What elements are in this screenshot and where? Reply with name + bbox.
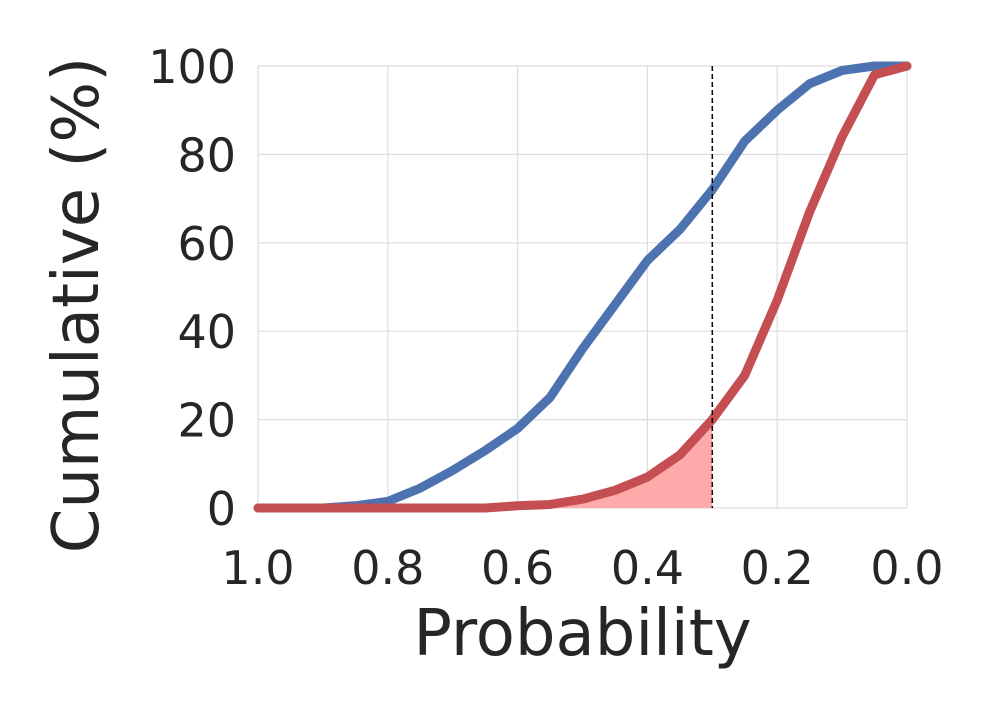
x-tick-label: 1.0 xyxy=(221,541,294,595)
grid xyxy=(257,65,908,509)
y-tick-label: 0 xyxy=(207,482,236,536)
y-tick-label: 100 xyxy=(148,40,236,94)
x-tick-label: 0.2 xyxy=(741,541,814,595)
shaded-region xyxy=(258,419,713,508)
y-tick-label: 20 xyxy=(177,394,236,448)
y-tick-label: 60 xyxy=(177,217,236,271)
x-tick-label: 0.0 xyxy=(870,541,943,595)
x-tick-label: 0.6 xyxy=(481,541,554,595)
tick-labels: 1.0 0.8 0.6 0.4 0.2 0.0 0 20 40 60 80 100 xyxy=(148,40,943,595)
shaded-area xyxy=(258,419,713,508)
y-tick-label: 40 xyxy=(177,305,236,359)
series-lines xyxy=(253,61,912,513)
series-line-1 xyxy=(253,61,912,513)
series-line-2 xyxy=(253,61,912,513)
x-tick-label: 0.8 xyxy=(351,541,424,595)
y-axis-label: Cumulative (%) xyxy=(40,57,114,553)
x-tick-label: 0.4 xyxy=(611,541,684,595)
y-tick-label: 80 xyxy=(177,128,236,182)
x-axis-label: Probability xyxy=(413,597,751,671)
